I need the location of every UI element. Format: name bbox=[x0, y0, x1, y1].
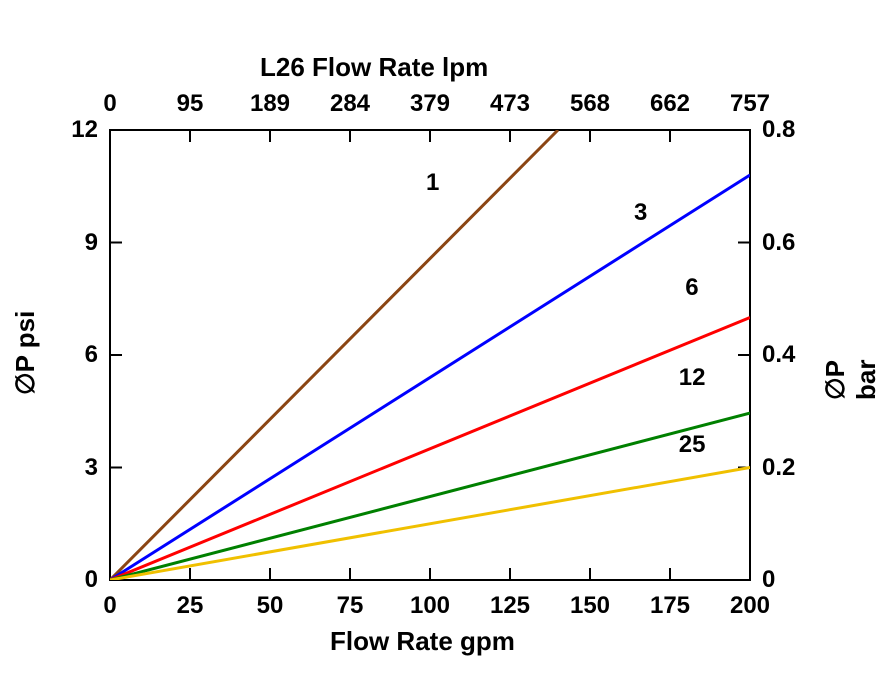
series-label-12: 12 bbox=[679, 364, 706, 392]
x-top-tick: 568 bbox=[555, 90, 625, 118]
y-right-tick: 0.6 bbox=[762, 229, 822, 257]
x-top-tick: 0 bbox=[75, 90, 145, 118]
y-right-tick: 0.8 bbox=[762, 116, 822, 144]
x-top-tick: 757 bbox=[715, 90, 785, 118]
x-bottom-tick: 150 bbox=[560, 592, 620, 620]
x-bottom-tick: 125 bbox=[480, 592, 540, 620]
y-right-tick: 0.4 bbox=[762, 341, 822, 369]
y-left-axis-label: ∅P psi bbox=[10, 311, 41, 395]
x-bottom-tick: 100 bbox=[400, 592, 460, 620]
y-right-tick: 0.2 bbox=[762, 454, 822, 482]
series-label-6: 6 bbox=[685, 274, 698, 302]
series-line-3 bbox=[110, 175, 750, 580]
x-bottom-tick: 0 bbox=[80, 592, 140, 620]
x-top-axis-label: L26 Flow Rate lpm bbox=[260, 52, 488, 83]
series-line-6 bbox=[110, 318, 750, 581]
x-bottom-tick: 175 bbox=[640, 592, 700, 620]
y-left-tick: 3 bbox=[48, 454, 98, 482]
series-line-12 bbox=[110, 413, 750, 580]
y-right-axis-label: ∅P bar bbox=[820, 342, 878, 400]
series-label-1: 1 bbox=[426, 169, 439, 197]
x-bottom-tick: 75 bbox=[320, 592, 380, 620]
x-bottom-axis-label: Flow Rate gpm bbox=[330, 626, 515, 657]
x-bottom-tick: 50 bbox=[240, 592, 300, 620]
y-left-tick: 6 bbox=[48, 341, 98, 369]
x-top-tick: 473 bbox=[475, 90, 545, 118]
x-top-tick: 662 bbox=[635, 90, 705, 118]
x-top-tick: 189 bbox=[235, 90, 305, 118]
series-label-3: 3 bbox=[634, 199, 647, 227]
series-label-25: 25 bbox=[679, 431, 706, 459]
y-right-tick: 0 bbox=[762, 566, 822, 594]
x-top-tick: 284 bbox=[315, 90, 385, 118]
x-bottom-tick: 200 bbox=[720, 592, 780, 620]
y-left-tick: 9 bbox=[48, 229, 98, 257]
y-left-tick: 0 bbox=[48, 566, 98, 594]
x-bottom-tick: 25 bbox=[160, 592, 220, 620]
y-left-tick: 12 bbox=[48, 116, 98, 144]
x-top-tick: 379 bbox=[395, 90, 465, 118]
pressure-flow-chart: L26 Flow Rate lpm Flow Rate gpm ∅P psi ∅… bbox=[0, 0, 878, 694]
x-top-tick: 95 bbox=[155, 90, 225, 118]
